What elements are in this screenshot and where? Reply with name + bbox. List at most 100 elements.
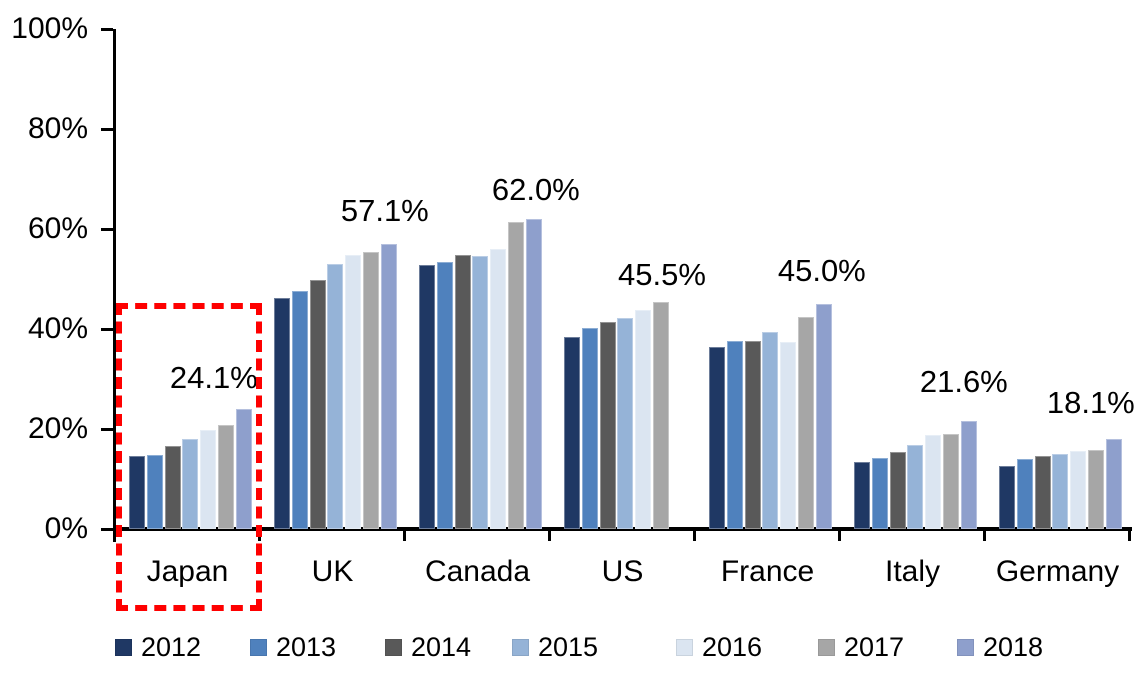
bar-us-2016 — [635, 310, 652, 529]
y-axis-line — [113, 29, 116, 542]
legend-swatch-2012 — [115, 638, 132, 656]
bar-germany-2012 — [999, 466, 1015, 529]
legend-label-2017: 2017 — [844, 632, 905, 662]
x-axis-tick — [983, 527, 986, 541]
bar-france-2014 — [744, 341, 761, 529]
y-axis-label: 80% — [27, 112, 88, 145]
bar-japan-2018 — [235, 408, 252, 529]
legend-swatch-2014 — [385, 638, 402, 656]
bar-uk-2018 — [380, 243, 397, 529]
y-axis-label: 20% — [27, 412, 88, 445]
bar-france-2017 — [798, 317, 814, 529]
legend-label-2012: 2012 — [141, 632, 202, 662]
legend-item-2018: 2018 — [957, 630, 1043, 664]
bar-italy-2015 — [907, 445, 924, 529]
category-label-france: France — [720, 555, 815, 588]
legend-swatch-2013 — [250, 638, 267, 656]
bar-canada-2015 — [472, 255, 489, 529]
bar-japan-2013 — [146, 454, 163, 529]
bar-uk-2014 — [309, 279, 326, 529]
x-axis-tick — [838, 527, 841, 541]
legend-item-2014: 2014 — [385, 630, 471, 664]
bar-germany-2014 — [1034, 456, 1051, 529]
bar-japan-2015 — [182, 439, 199, 529]
y-axis-tick — [101, 27, 113, 31]
bar-germany-2013 — [1016, 458, 1033, 529]
bar-germany-2017 — [1088, 449, 1104, 529]
legend-item-2016: 2016 — [676, 630, 762, 664]
category-label-canada: Canada — [424, 555, 531, 588]
data-label-italy: 21.6% — [919, 364, 1008, 399]
legend-label-2014: 2014 — [411, 632, 472, 662]
legend-swatch-2016 — [676, 638, 693, 656]
bar-uk-2012 — [274, 297, 290, 529]
bar-uk-2017 — [363, 251, 379, 529]
data-label-japan: 24.1% — [169, 359, 258, 395]
bar-germany-2018 — [1105, 438, 1122, 529]
y-axis-tick — [101, 427, 113, 431]
bar-france-2012 — [709, 347, 725, 529]
bar-uk-2015 — [327, 263, 344, 529]
legend-item-2013: 2013 — [250, 630, 336, 664]
legend-label-2015: 2015 — [538, 632, 599, 662]
bar-us-2012 — [564, 337, 580, 529]
legend-swatch-2017 — [818, 638, 835, 656]
bar-canada-2013 — [436, 261, 453, 529]
bar-italy-2012 — [854, 461, 870, 529]
bar-japan-2017 — [218, 425, 234, 529]
bar-uk-2013 — [291, 290, 308, 529]
bar-canada-2016 — [490, 248, 507, 529]
bar-us-2014 — [599, 322, 616, 529]
bar-us-2017 — [653, 301, 669, 529]
bar-japan-2012 — [129, 455, 145, 529]
bar-italy-2018 — [960, 421, 977, 529]
bar-italy-2016 — [925, 435, 942, 529]
bar-us-2015 — [617, 318, 634, 529]
x-axis-tick — [693, 527, 696, 541]
legend-swatch-2018 — [957, 638, 974, 656]
y-axis-tick — [101, 527, 113, 531]
bar-france-2018 — [815, 304, 832, 529]
y-axis-tick — [101, 327, 113, 331]
y-axis-tick — [101, 127, 113, 131]
category-label-uk: UK — [311, 555, 354, 588]
bar-germany-2015 — [1052, 453, 1069, 529]
bar-canada-2012 — [419, 264, 435, 529]
x-axis-tick — [258, 527, 261, 541]
bar-canada-2017 — [508, 222, 524, 529]
data-label-germany: 18.1% — [1046, 384, 1135, 420]
legend-item-2017: 2017 — [818, 630, 904, 664]
legend-item-2015: 2015 — [512, 630, 598, 664]
y-axis-label: 0% — [44, 512, 88, 545]
bar-france-2013 — [726, 341, 743, 529]
legend-swatch-2015 — [512, 638, 529, 656]
bar-germany-2016 — [1070, 451, 1087, 529]
bar-italy-2017 — [943, 434, 959, 529]
legend-label-2018: 2018 — [983, 632, 1044, 662]
category-label-japan: Japan — [146, 555, 229, 588]
x-axis-line — [113, 527, 1132, 531]
data-label-canada: 62.0% — [491, 172, 580, 207]
y-axis-tick — [101, 227, 113, 231]
data-label-france: 45.0% — [777, 253, 866, 288]
bar-france-2015 — [762, 332, 779, 529]
bar-france-2016 — [780, 342, 797, 529]
bar-japan-2016 — [200, 429, 217, 529]
y-axis-label: 60% — [27, 212, 88, 245]
legend-label-2016: 2016 — [702, 632, 763, 662]
x-axis-tick — [403, 527, 406, 541]
x-axis-tick — [548, 527, 551, 541]
data-label-uk: 57.1% — [340, 192, 429, 228]
legend-label-2013: 2013 — [276, 632, 337, 662]
legend-item-2012: 2012 — [115, 630, 201, 664]
bar-uk-2016 — [345, 254, 362, 529]
y-axis-label: 40% — [27, 312, 88, 345]
category-label-italy: Italy — [884, 555, 941, 588]
bar-canada-2014 — [454, 254, 471, 529]
bar-us-2013 — [581, 328, 598, 529]
bar-canada-2018 — [525, 219, 542, 529]
data-label-us: 45.5% — [618, 256, 706, 292]
bar-japan-2014 — [164, 446, 181, 529]
